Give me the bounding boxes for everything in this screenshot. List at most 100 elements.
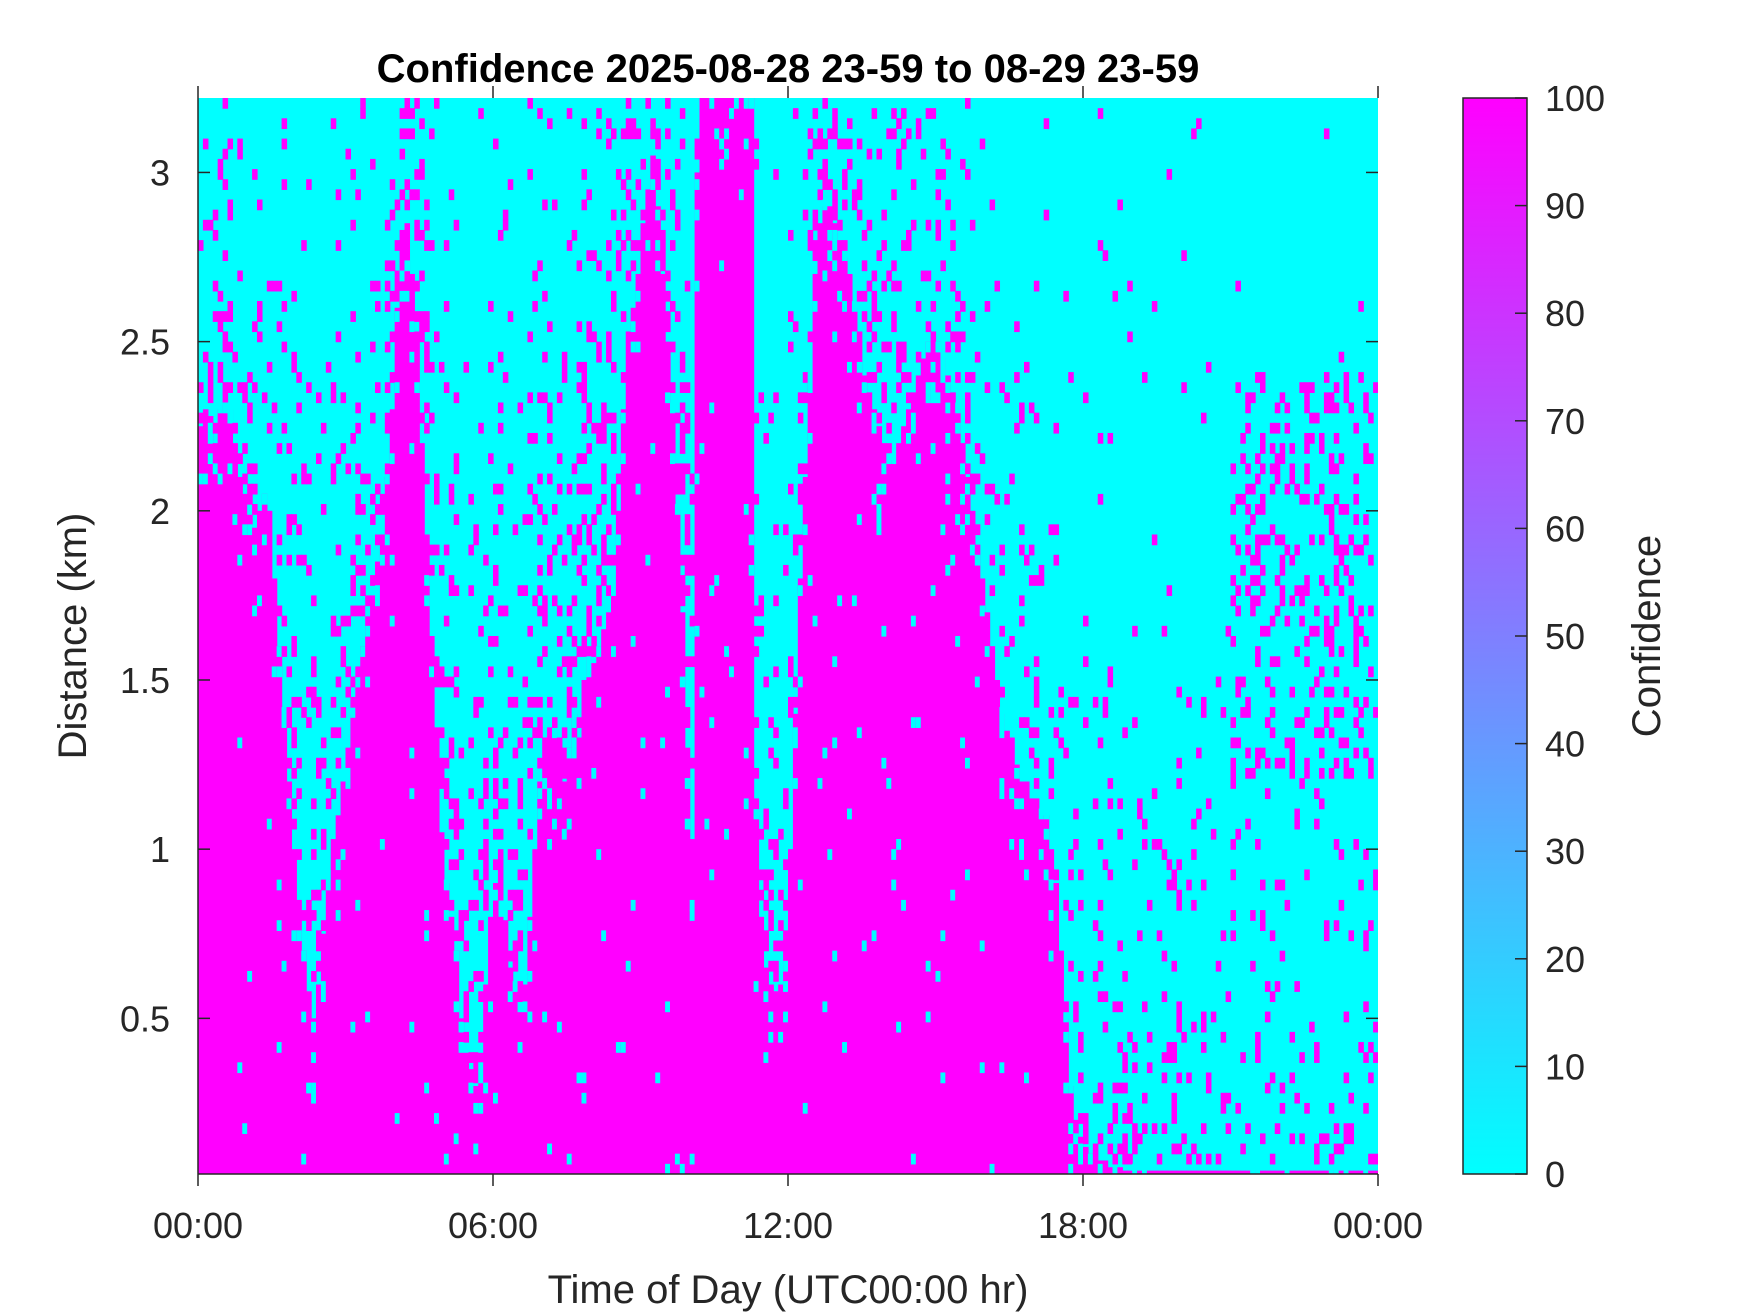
heatmap-cell [311,1021,317,1033]
heatmap-cell [994,493,1001,505]
heatmap-cell [281,138,288,150]
heatmap-cell [1245,1123,1251,1134]
heatmap-cell [596,615,602,627]
heatmap-cell [355,564,361,576]
heatmap-cell [1043,209,1050,221]
heatmap-cell [1333,615,1340,627]
heatmap-cell [763,818,769,830]
heatmap-cell [1038,564,1045,576]
heatmap-cell [620,128,627,140]
heatmap-cell [453,585,460,596]
heatmap-cell [1181,1133,1187,1145]
heatmap-cell [851,189,858,201]
heatmap-cell [1176,1001,1182,1013]
heatmap-cell [478,920,484,931]
heatmap-cell [271,280,278,292]
heatmap-cell [1319,767,1325,779]
heatmap-cell [1260,372,1266,383]
heatmap-cell [1343,372,1350,383]
heatmap-cell [1309,534,1315,546]
heatmap-cell [674,473,681,485]
heatmap-cell [453,463,460,475]
heatmap-cell [507,950,514,962]
heatmap-cell [581,514,588,525]
heatmap-cell [473,899,479,911]
heatmap-cell [596,696,602,708]
heatmap-cell [1043,118,1050,130]
heatmap-cell [1353,636,1359,647]
heatmap-cell [1363,849,1369,860]
heatmap-cell [443,544,450,556]
heatmap-cell [1053,422,1060,434]
heatmap-cell [753,717,760,728]
heatmap-cell [379,493,386,505]
heatmap-cell [866,148,873,160]
heatmap-cell [1368,554,1374,566]
heatmap-column-high [1092,1153,1099,1174]
heatmap-cell [1156,930,1163,942]
heatmap-cell [1348,595,1355,607]
heatmap-cell [812,240,819,251]
heatmap-column-high [340,781,347,1174]
heatmap-cell [1028,727,1035,739]
heatmap-cell [1294,981,1300,992]
heatmap-cell [1343,757,1350,769]
heatmap-cell [468,1082,474,1094]
heatmap-cell [1024,554,1030,566]
heatmap-column-high [832,223,838,1174]
heatmap-cell [532,301,538,312]
heatmap-cell [424,321,430,333]
heatmap-cell [561,757,568,769]
heatmap-cell [291,290,297,302]
heatmap-cell [1358,625,1364,637]
heatmap-cell [547,473,553,485]
heatmap-cell [1279,879,1286,891]
heatmap-cell [1269,686,1276,698]
heatmap-cell [1176,1143,1182,1155]
heatmap-cell [1107,778,1114,789]
heatmap-cell [1132,1143,1138,1155]
heatmap-cell [448,483,455,495]
heatmap-cell [443,910,450,921]
heatmap-cell [1068,1143,1074,1155]
heatmap-cell [1142,372,1148,383]
heatmap-cell [1363,636,1369,647]
heatmap-cell [611,646,617,657]
heatmap-cell [1127,280,1133,292]
heatmap-cell [896,382,902,393]
heatmap-cell [1328,392,1335,404]
heatmap-cell [1230,930,1237,942]
heatmap-cell [1225,1123,1232,1134]
heatmap-column-high [1171,1170,1178,1174]
heatmap-cell [989,554,996,566]
heatmap-cell [1097,1092,1104,1104]
heatmap-cell [955,311,961,322]
heatmap-cell [1260,443,1266,454]
heatmap-cell [758,605,765,617]
heatmap-cell [1083,717,1089,728]
heatmap-cell [1097,930,1104,942]
heatmap-cell [552,199,558,211]
heatmap-cell [684,534,691,546]
heatmap-cell [763,899,769,911]
heatmap-cell [738,189,745,201]
heatmap-cell [891,402,897,414]
heatmap-cell [1353,656,1359,668]
colorbar-tick-label: 10 [1545,1046,1585,1087]
heatmap-cell [1112,1153,1119,1165]
heatmap-column-high [984,612,991,1174]
heatmap-cell [424,402,430,414]
heatmap-cell [684,585,691,596]
heatmap-cell [881,280,887,292]
heatmap-cell [370,514,376,525]
heatmap-column-high [212,443,219,1174]
heatmap-cell [571,636,578,647]
heatmap-column-high [670,409,676,1174]
heatmap-cell [940,1072,946,1084]
heatmap-cell [679,1163,686,1174]
heatmap-cell [1328,727,1335,739]
heatmap-cell [537,727,543,739]
heatmap-cell [1255,575,1261,586]
heatmap-cell [360,564,366,576]
heatmap-column-high [684,747,691,1174]
